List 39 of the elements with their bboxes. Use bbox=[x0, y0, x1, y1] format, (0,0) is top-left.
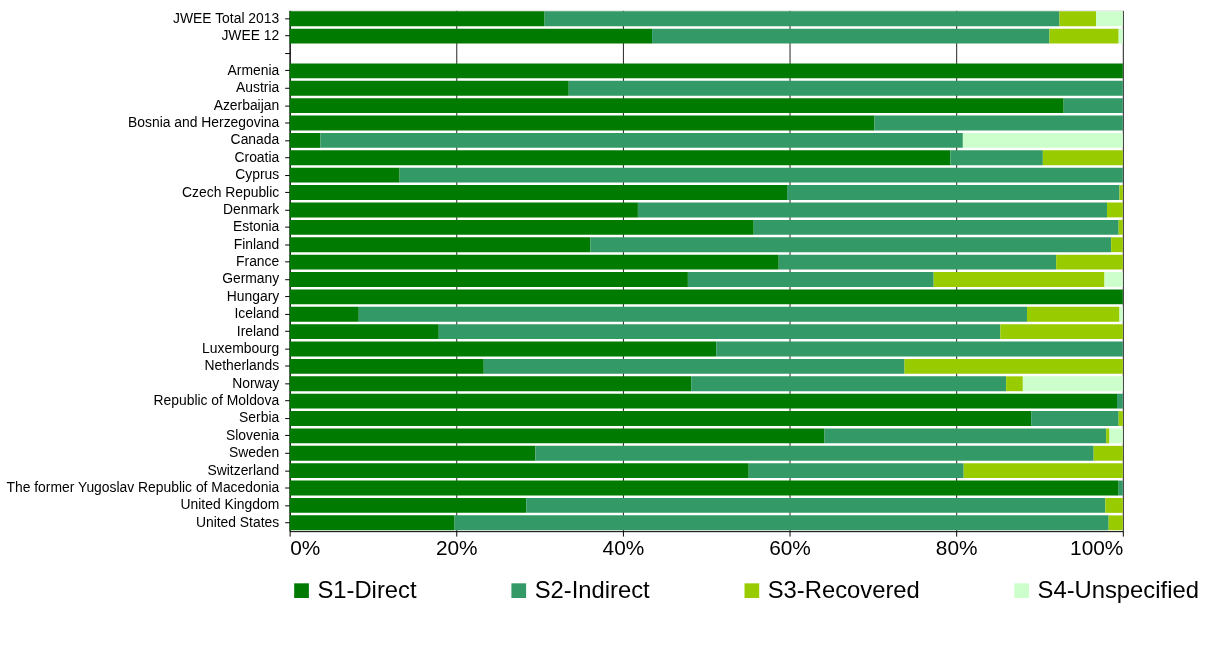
y-tick-label: Cyprus bbox=[235, 166, 280, 183]
legend-label: S3-Recovered bbox=[767, 575, 920, 603]
y-tick-label: Norway bbox=[232, 374, 280, 391]
y-tick-label: Canada bbox=[230, 131, 280, 148]
x-tick-label: 0% bbox=[290, 536, 321, 560]
y-tick-label: The former Yugoslav Republic of Macedonia bbox=[6, 479, 280, 496]
y-tick-label: JWEE 12 bbox=[221, 27, 280, 44]
legend-label: S1-Direct bbox=[317, 575, 417, 603]
y-tick-label: Czech Republic bbox=[182, 183, 280, 200]
legend-label: S4-Unspecified bbox=[1037, 575, 1199, 603]
y-tick-label: JWEE Total 2013 bbox=[173, 9, 280, 26]
x-tick-label: 80% bbox=[935, 536, 978, 560]
y-tick-label: Serbia bbox=[239, 409, 280, 426]
y-tick-label: Finland bbox=[233, 235, 280, 252]
y-tick-label: Ireland bbox=[236, 322, 280, 339]
y-tick-label: Austria bbox=[236, 79, 280, 96]
y-tick-label: Republic of Moldova bbox=[153, 392, 280, 409]
x-tick-label: 40% bbox=[602, 536, 645, 560]
y-tick-label: Croatia bbox=[234, 148, 280, 165]
x-tick-label: 20% bbox=[435, 536, 478, 560]
legend-label: S2-Indirect bbox=[534, 575, 651, 603]
y-tick-label: Netherlands bbox=[204, 357, 280, 374]
y-tick-label: Slovenia bbox=[225, 426, 280, 443]
x-tick-label: 60% bbox=[769, 536, 811, 560]
y-tick-label: Iceland bbox=[234, 305, 280, 322]
y-tick-label: Azerbaijan bbox=[213, 96, 280, 113]
y-tick-label: United Kingdom bbox=[180, 496, 280, 513]
y-tick-label: Luxembourg bbox=[202, 339, 280, 356]
x-tick-label: 100% bbox=[1070, 536, 1124, 560]
y-tick-label: Switzerland bbox=[207, 461, 280, 478]
y-tick-label: United States bbox=[195, 513, 280, 530]
y-tick-label: Germany bbox=[222, 270, 280, 287]
y-tick-label: Hungary bbox=[226, 287, 280, 304]
y-tick-label: Estonia bbox=[232, 218, 280, 235]
y-tick-label: Bosnia and Herzegovina bbox=[128, 114, 280, 131]
y-tick-label: Denmark bbox=[222, 200, 280, 217]
y-tick-label: Sweden bbox=[229, 444, 280, 461]
y-tick-label: France bbox=[236, 253, 280, 270]
y-tick-label: Armenia bbox=[227, 61, 280, 78]
